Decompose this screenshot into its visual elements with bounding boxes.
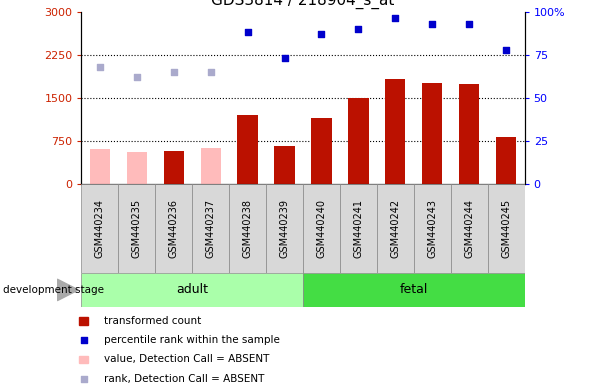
Text: GSM440236: GSM440236 [169,199,178,258]
Text: GSM440239: GSM440239 [280,199,289,258]
Text: value, Detection Call = ABSENT: value, Detection Call = ABSENT [104,354,270,364]
Text: adult: adult [176,283,208,296]
Bar [274,146,295,184]
Text: rank, Detection Call = ABSENT: rank, Detection Call = ABSENT [104,374,265,384]
Text: GSM440241: GSM440241 [353,199,364,258]
Point [79,337,89,343]
Text: GSM440240: GSM440240 [317,199,326,258]
Text: GSM440242: GSM440242 [390,199,400,258]
Bar [349,98,368,184]
Point [464,20,474,27]
Bar [377,184,414,273]
Point [169,69,178,75]
Text: percentile rank within the sample: percentile rank within the sample [104,335,280,345]
Point [428,20,437,27]
Point [243,29,253,35]
Bar [340,184,377,273]
Point [391,15,400,22]
Bar [163,151,184,184]
Bar [81,184,118,273]
Bar [451,184,488,273]
Bar [90,149,110,184]
Bar [79,356,89,363]
Bar [201,148,221,184]
Bar [238,115,257,184]
Bar [118,184,156,273]
Text: GSM440235: GSM440235 [132,199,142,258]
Bar [385,79,405,184]
Point [206,69,215,75]
Text: development stage: development stage [3,285,104,295]
Bar [303,273,525,307]
Bar [488,184,525,273]
Title: GDS3814 / 218904_s_at: GDS3814 / 218904_s_at [211,0,395,9]
Text: GSM440244: GSM440244 [464,199,474,258]
Bar [156,184,192,273]
Text: GSM440237: GSM440237 [206,199,216,258]
Bar [79,317,89,325]
Bar [229,184,266,273]
Bar [459,84,479,184]
Bar [422,83,443,184]
Text: fetal: fetal [400,283,428,296]
Text: GSM440234: GSM440234 [95,199,105,258]
Bar [266,184,303,273]
Text: transformed count: transformed count [104,316,201,326]
Point [132,74,142,80]
Bar [81,273,303,307]
Bar [192,184,229,273]
Point [317,31,326,37]
Point [95,64,105,70]
Bar [496,137,516,184]
Point [501,46,511,53]
Polygon shape [57,279,78,301]
Point [353,26,363,32]
Bar [127,152,147,184]
Text: GSM440243: GSM440243 [428,199,437,258]
Text: GSM440245: GSM440245 [501,199,511,258]
Bar [303,184,340,273]
Text: GSM440238: GSM440238 [242,199,253,258]
Bar [311,118,332,184]
Point [280,55,289,61]
Bar [414,184,451,273]
Point [79,376,89,382]
